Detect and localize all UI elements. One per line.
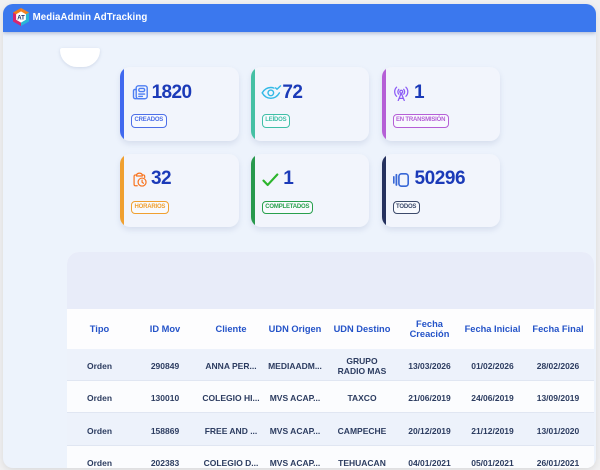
svg-text:AT: AT	[18, 15, 26, 21]
